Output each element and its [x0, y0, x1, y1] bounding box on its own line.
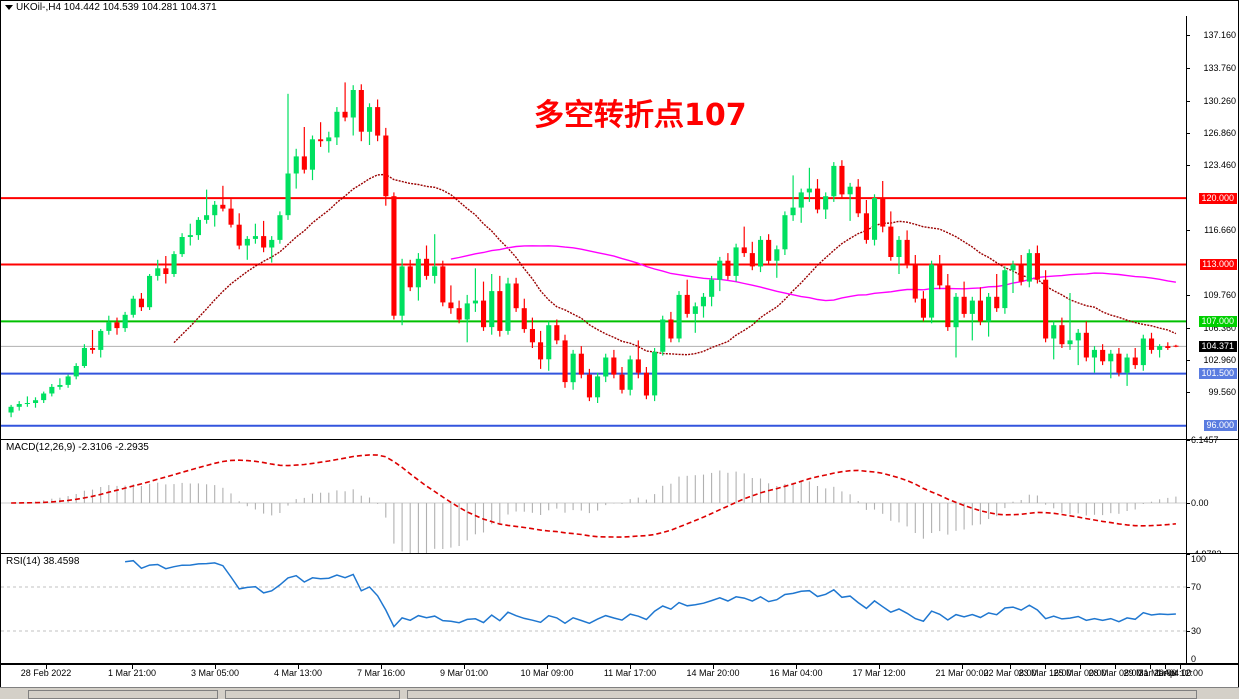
time-tick [1045, 665, 1046, 669]
time-tick [1150, 665, 1151, 669]
rsi-tick-label: 0 [1191, 654, 1197, 664]
price-tick [1186, 67, 1190, 69]
time-tick-label: 23 Mar 16:00 [1018, 668, 1072, 678]
macd-tick [1186, 440, 1190, 441]
time-tick-label: 11 Mar 17:00 [603, 668, 657, 678]
price-tick-label: 109.760 [1203, 290, 1236, 301]
price-tick [1186, 327, 1190, 329]
price-tick [1186, 295, 1190, 297]
price-tick-label: 99.560 [1208, 387, 1236, 397]
price-tick-label: 137.160 [1203, 30, 1236, 41]
time-axis[interactable]: 28 Feb 2022 1 Mar 21:00 3 Mar 05:00 4 Mar 1… [0, 664, 1239, 688]
time-tick-label: 29 Mar 20:00 [1123, 668, 1177, 678]
price-tick-label: 106.360 [1203, 322, 1236, 333]
price-tick-label: 126.860 [1203, 128, 1236, 139]
time-tick [1165, 665, 1166, 669]
last-price-badge[interactable]: 104.371 [1199, 340, 1237, 352]
taskbar-button[interactable] [28, 690, 218, 699]
time-tick [630, 665, 631, 669]
time-tick [46, 665, 47, 669]
time-tick-label: 21 Mar 00:00 [935, 668, 989, 678]
rsi-plot-area[interactable] [1, 554, 1186, 663]
time-tick-label: 4 Mar 13:00 [273, 668, 323, 678]
time-tick-label: 22 Mar 08:00 [983, 668, 1037, 678]
time-tick [464, 665, 465, 669]
time-tick-label: 14 Mar 20:00 [686, 668, 740, 678]
time-tick [298, 665, 299, 669]
time-tick-label: 16 Mar 04:00 [769, 668, 823, 678]
time-tick [796, 665, 797, 669]
price-tick [1186, 165, 1190, 167]
time-tick-label: 9 Mar 01:00 [439, 668, 489, 678]
time-tick [381, 665, 382, 669]
rsi-label: RSI(14) 38.4598 [6, 556, 80, 567]
time-tick-label: 28 Mar 08:00 [1088, 668, 1142, 678]
time-tick-label: 28 Feb 2022 [20, 668, 72, 678]
time-tick-label: 1 Apr 12:00 [1156, 668, 1204, 678]
time-tick-label: 3 Mar 05:00 [190, 668, 240, 678]
os-taskbar[interactable] [0, 687, 1239, 699]
time-tick-label: 31 Mar 04:00 [1138, 668, 1192, 678]
time-tick [215, 665, 216, 669]
price-tick [1186, 100, 1190, 102]
time-tick-label: 25 Mar 00:00 [1053, 668, 1107, 678]
rsi-tick-label: 100 [1191, 554, 1207, 564]
price-tick [1186, 359, 1190, 361]
rsi-axis[interactable]: 100 70 30 0 [1186, 554, 1238, 665]
price-tick [1186, 133, 1190, 135]
rsi-tick-label: 30 [1191, 626, 1202, 636]
time-tick [1180, 665, 1181, 669]
macd-label: MACD(12,26,9) -2.3106 -2.2935 [6, 442, 149, 453]
taskbar-button[interactable] [225, 690, 400, 699]
time-tick [713, 665, 714, 669]
chart-header: UKOil-,H4 104.442 104.539 104.281 104.37… [0, 0, 1239, 16]
price-tick-label: 116.660 [1204, 224, 1236, 235]
rsi-tick [1186, 587, 1190, 588]
symbol-ohlc-label: UKOil-,H4 104.442 104.539 104.281 104.37… [16, 2, 217, 13]
price-tick [1186, 229, 1190, 231]
chevron-down-icon[interactable] [5, 5, 13, 10]
rsi-tick-label: 70 [1191, 582, 1202, 592]
price-tick-label: 123.460 [1203, 160, 1236, 171]
time-tick-label: 1 Mar 21:00 [107, 668, 157, 678]
macd-tick-label: 6.1457 [1191, 435, 1219, 445]
macd-plot-area[interactable] [1, 440, 1186, 553]
time-tick [547, 665, 548, 669]
rsi-tick [1186, 631, 1190, 632]
price-tick-label: 102.960 [1203, 354, 1236, 365]
price-tick-label: 133.760 [1203, 62, 1236, 73]
time-tick [1010, 665, 1011, 669]
price-tick [1186, 392, 1190, 393]
price-axis[interactable]: 137.160 133.760 130.260 126.860 123.460 116.6… [1186, 16, 1238, 439]
pivot-107-badge[interactable]: 107.000 [1199, 315, 1237, 327]
resistance-120-badge[interactable]: 120.000 [1199, 192, 1237, 204]
rsi-tick [1186, 554, 1190, 555]
macd-panel[interactable]: MACD(12,26,9) -2.3106 -2.2935 6.1457 0.00… [0, 435, 1239, 559]
chart-annotation-text: 多空转折点107 [534, 98, 747, 133]
time-tick [132, 665, 133, 669]
time-tick-label: 7 Mar 16:00 [356, 668, 406, 678]
time-tick [879, 665, 880, 669]
support-101.5-badge[interactable]: 101.500 [1199, 368, 1237, 380]
rsi-panel[interactable]: RSI(14) 38.4598 100 70 30 0 [0, 554, 1239, 665]
resistance-113-badge[interactable]: 113.000 [1200, 259, 1237, 270]
price-tick-label: 130.260 [1203, 95, 1236, 106]
time-tick [1115, 665, 1116, 669]
taskbar-button[interactable] [407, 690, 1197, 699]
macd-tick-label: 0.00 [1191, 498, 1209, 508]
time-tick-label: 10 Mar 09:00 [520, 668, 574, 678]
price-chart-panel[interactable]: 137.160 133.760 130.260 126.860 123.460 116.6… [0, 16, 1239, 440]
price-plot-area[interactable] [1, 16, 1186, 439]
price-tick [1186, 35, 1190, 37]
support-96-badge[interactable]: 96.000 [1204, 420, 1237, 432]
time-tick [962, 665, 963, 669]
time-tick-label: 17 Mar 12:00 [852, 668, 906, 678]
time-tick [1080, 665, 1081, 669]
macd-tick [1186, 503, 1190, 504]
